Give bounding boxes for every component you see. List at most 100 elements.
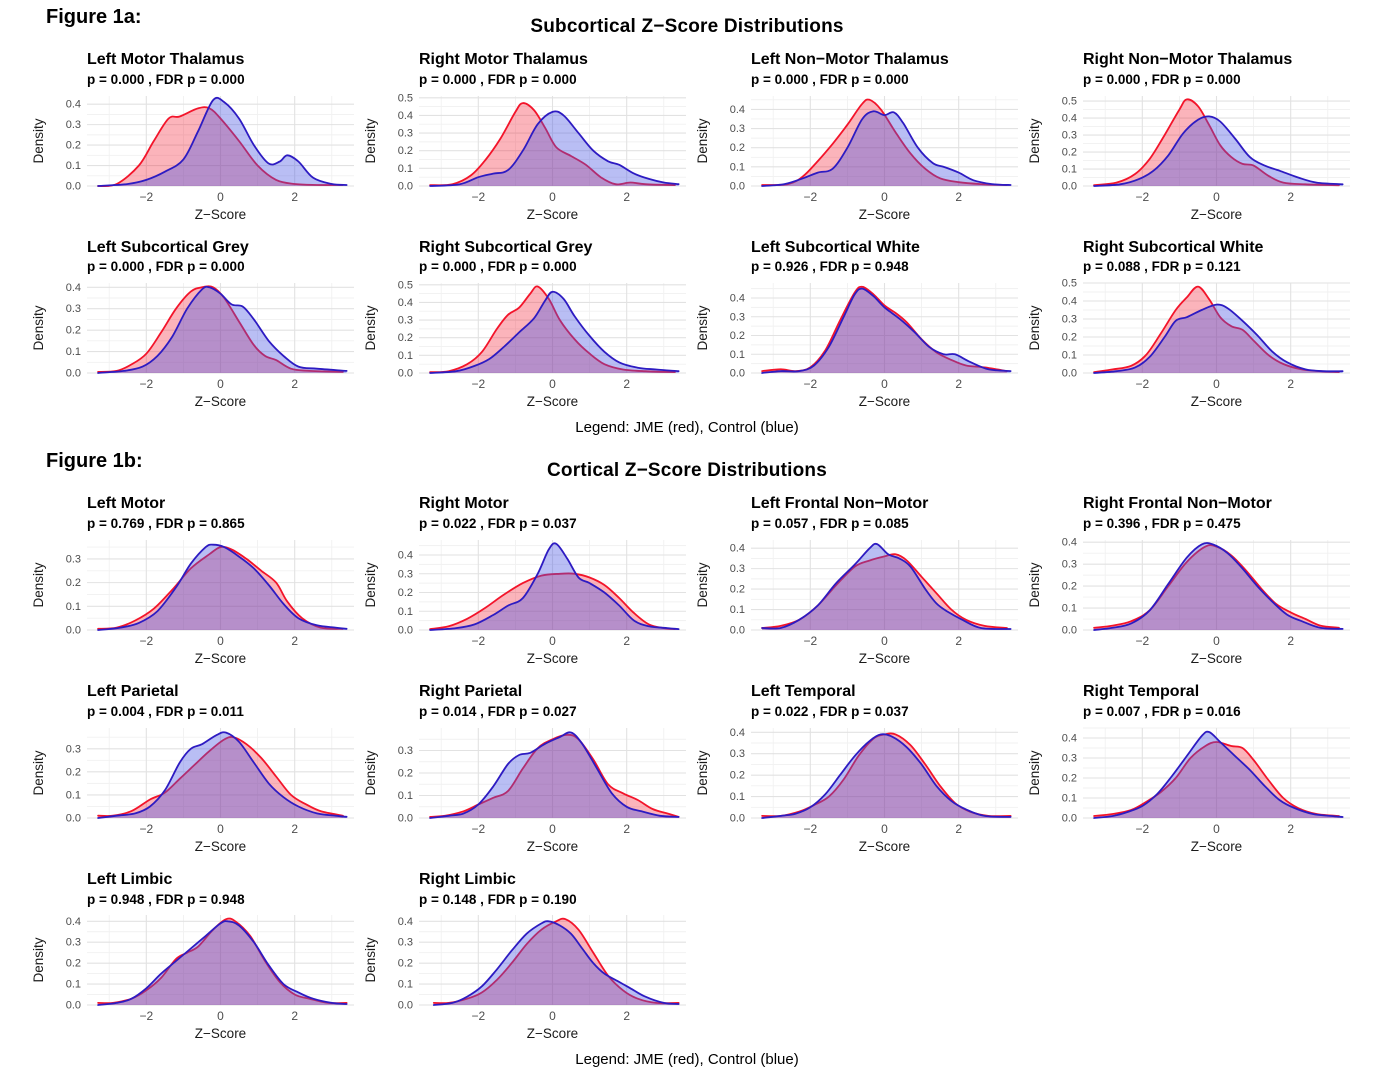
svg-text:0.4: 0.4 [730, 543, 745, 555]
panel-pvalue-subtitle: p = 0.000 , FDR p = 0.000 [87, 71, 245, 87]
svg-text:0.3: 0.3 [66, 937, 81, 949]
panel-title: Right Non−Motor Thalamus [1083, 51, 1293, 68]
control-density-curve [761, 110, 1012, 187]
y-axis-title: Density [695, 306, 710, 351]
y-axis-title: Density [363, 938, 378, 983]
svg-text:2: 2 [955, 822, 962, 836]
svg-text:0: 0 [881, 377, 888, 391]
panel-pvalue-subtitle: p = 0.000 , FDR p = 0.000 [87, 259, 245, 275]
grid-lines [1083, 95, 1350, 187]
panel-pvalue-subtitle: p = 0.000 , FDR p = 0.000 [419, 71, 577, 87]
svg-text:0.3: 0.3 [1062, 559, 1077, 571]
panel-pvalue-subtitle: p = 0.769 , FDR p = 0.865 [87, 516, 245, 532]
svg-text:0.2: 0.2 [398, 587, 413, 599]
svg-text:2: 2 [291, 190, 298, 204]
jme-density-curve [761, 98, 1008, 186]
y-axis-tick-labels: 0.0 0.1 0.2 0.3 0.4 [398, 916, 413, 1012]
svg-text:0.5: 0.5 [1062, 95, 1077, 107]
density-plot-svg: 0.0 0.1 0.2 0.3 −2 0 2 Z−Score Density [31, 727, 354, 854]
svg-text:0.2: 0.2 [730, 142, 745, 154]
control-density-curve [429, 542, 680, 631]
x-axis-title: Z−Score [859, 651, 910, 666]
svg-text:0.3: 0.3 [398, 127, 413, 139]
y-axis-tick-labels: 0.0 0.1 0.2 0.3 [66, 554, 81, 637]
svg-text:0.0: 0.0 [398, 180, 413, 192]
panel-title: Left Motor [87, 495, 166, 513]
jme-density-curve [97, 105, 344, 187]
svg-text:0.3: 0.3 [66, 304, 81, 316]
control-density-curve [429, 110, 680, 187]
control-density-curve [97, 920, 348, 1007]
svg-text:0.2: 0.2 [398, 333, 413, 345]
svg-text:0: 0 [1213, 822, 1220, 836]
svg-text:0.1: 0.1 [66, 601, 81, 613]
density-panel: Right Motor p = 0.022 , FDR p = 0.037 0.0 0… [362, 494, 694, 674]
density-plot-svg: 0.0 0.1 0.2 0.3 0.4 −2 0 2 Z−Score Density [363, 915, 686, 1041]
density-plot-svg: 0.0 0.1 0.2 0.3 0.4 −2 0 2 Z−Score Density [31, 282, 354, 409]
y-axis-tick-labels: 0.0 0.1 0.2 0.3 0.4 [66, 282, 81, 380]
panel-title: Right Motor Thalamus [419, 51, 588, 68]
grid-lines [87, 915, 354, 1006]
svg-text:0.1: 0.1 [730, 349, 745, 361]
svg-text:0.4: 0.4 [66, 98, 81, 110]
svg-text:0.2: 0.2 [66, 766, 81, 778]
svg-text:0.0: 0.0 [398, 368, 413, 380]
svg-text:0.4: 0.4 [66, 282, 81, 294]
panel-title: Right Parietal [419, 683, 523, 701]
panel-title: Left Limbic [87, 870, 173, 888]
x-axis-title: Z−Score [859, 394, 910, 409]
x-axis-tick-labels: −2 0 2 [139, 377, 298, 391]
density-panel: Right Parietal p = 0.014 , FDR p = 0.027 0… [362, 682, 694, 862]
y-axis-tick-labels: 0.0 0.1 0.2 0.3 0.4 0.5 [398, 92, 413, 192]
svg-text:0.3: 0.3 [730, 748, 745, 760]
svg-text:0.4: 0.4 [730, 727, 745, 739]
svg-text:2: 2 [1287, 190, 1294, 204]
density-panel: Left Temporal p = 0.022 , FDR p = 0.037 0.… [694, 682, 1026, 862]
svg-text:−2: −2 [139, 634, 153, 648]
svg-text:0.4: 0.4 [1062, 112, 1077, 124]
svg-text:0.0: 0.0 [730, 625, 745, 637]
svg-text:0.1: 0.1 [398, 350, 413, 362]
figure-1a-header: Figure 1a: Subcortical Z−Score Distribut… [0, 0, 1374, 50]
svg-text:0.1: 0.1 [398, 790, 413, 802]
svg-text:0.0: 0.0 [1062, 625, 1077, 637]
svg-text:−2: −2 [471, 1009, 485, 1023]
x-axis-title: Z−Score [195, 839, 246, 854]
svg-text:0.0: 0.0 [1062, 180, 1077, 192]
control-density-curve [97, 96, 348, 187]
svg-text:0: 0 [549, 634, 556, 648]
panel-title: Right Limbic [419, 870, 516, 888]
density-plot-svg: 0.0 0.1 0.2 0.3 0.4 −2 0 2 Z−Score Density [695, 283, 1018, 409]
panel-title: Left Temporal [751, 683, 856, 701]
svg-text:0.1: 0.1 [1062, 350, 1077, 362]
svg-text:−2: −2 [803, 377, 817, 391]
svg-text:0.0: 0.0 [730, 180, 745, 192]
y-axis-title: Density [1027, 118, 1042, 163]
figure-1a-section: Figure 1a: Subcortical Z−Score Distribut… [0, 0, 1374, 436]
svg-text:0.1: 0.1 [66, 979, 81, 991]
x-axis-tick-labels: −2 0 2 [1135, 822, 1294, 836]
x-axis-title: Z−Score [527, 1026, 578, 1041]
y-axis-title: Density [1027, 750, 1042, 795]
x-axis-title: Z−Score [527, 207, 578, 222]
density-panel: Left Motor p = 0.769 , FDR p = 0.865 0.0 0.… [30, 494, 362, 674]
y-axis-title: Density [31, 750, 46, 795]
svg-text:0.3: 0.3 [398, 568, 413, 580]
svg-text:0.3: 0.3 [66, 554, 81, 566]
density-plot-svg: 0.0 0.1 0.2 0.3 0.4 −2 0 2 Z−Score Density [1027, 727, 1350, 854]
svg-text:0: 0 [217, 1009, 224, 1023]
svg-text:0: 0 [549, 822, 556, 836]
panel-pvalue-subtitle: p = 0.000 , FDR p = 0.000 [419, 259, 577, 275]
svg-text:0.0: 0.0 [66, 1000, 81, 1012]
y-axis-tick-labels: 0.0 0.1 0.2 0.3 0.4 [1062, 537, 1077, 637]
y-axis-title: Density [363, 306, 378, 351]
density-panel: Right Limbic p = 0.148 , FDR p = 0.190 0.0… [362, 870, 694, 1050]
x-axis-title: Z−Score [195, 207, 246, 222]
panel-pvalue-subtitle: p = 0.022 , FDR p = 0.037 [419, 516, 577, 532]
svg-text:0.4: 0.4 [398, 916, 413, 928]
svg-text:0.3: 0.3 [1062, 314, 1077, 326]
svg-text:0.3: 0.3 [730, 563, 745, 575]
x-axis-title: Z−Score [1191, 839, 1242, 854]
panel-pvalue-subtitle: p = 0.007 , FDR p = 0.016 [1083, 703, 1241, 719]
svg-text:0.1: 0.1 [730, 604, 745, 616]
